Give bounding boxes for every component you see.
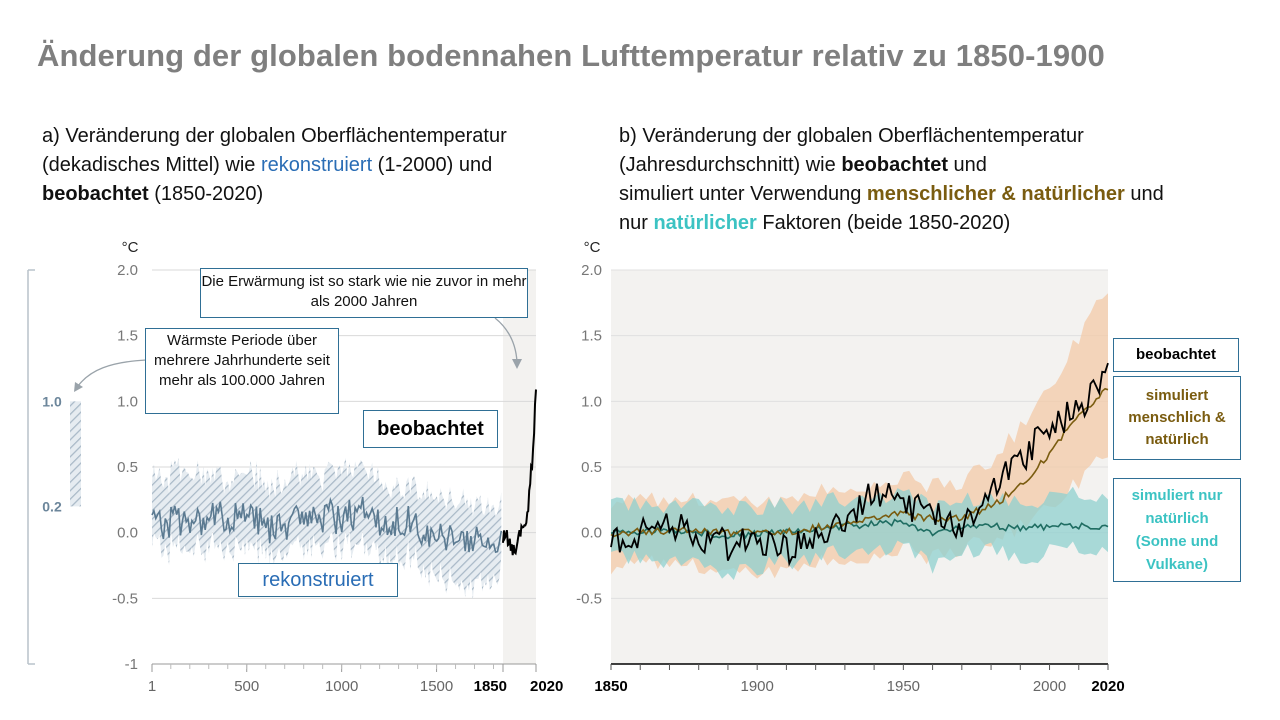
panel-b-y-tick-labels: 2.0 1.5 1.0 0.5 0.0 -0.5 xyxy=(576,262,602,607)
natural-line xyxy=(610,518,1109,540)
panel-b-x-tick-label: 1950 xyxy=(887,678,920,695)
panel-b-observed-line xyxy=(610,362,1109,567)
panel-a-x-tick-label: 1 xyxy=(148,678,156,695)
legend-human-natural: simuliert menschlich & natürlich xyxy=(1113,376,1241,460)
panel-b-subtitle-line2a: (Jahresdurchschnitt) wie xyxy=(619,154,842,176)
panel-b-y-tick-label: 0.5 xyxy=(581,459,602,476)
observed-label: beobachtet xyxy=(363,410,498,448)
panel-b-y-tick-label: 1.0 xyxy=(581,393,602,410)
panel-a-x-tick-label: 1850 xyxy=(474,678,507,695)
panel-a-x-tick-labels: 1 500 1000 1500 1850 2020 xyxy=(148,678,564,695)
panel-a-subtitle-part2: (1-2000) und xyxy=(372,154,493,176)
warmest-period-arrowhead xyxy=(74,382,83,392)
warmest-period-callout: Wärmste Periode über mehrere Jahrhundert… xyxy=(145,328,339,414)
panel-b-subtitle-line4a: nur xyxy=(619,212,654,234)
panel-b-subtitle-line3b: und xyxy=(1124,183,1164,205)
reconstructed-label: rekonstruiert xyxy=(238,563,398,597)
panel-a-y-tick-label: -1 xyxy=(125,656,138,673)
panel-a-y-tick-label: 1.0 xyxy=(117,393,138,410)
side-range-upper-label: 1.0 xyxy=(42,393,62,409)
panel-a-y-tick-label: 1.5 xyxy=(117,328,138,345)
panel-a-y-tick-label: 0.0 xyxy=(117,525,138,542)
panel-a-y-tick-label: 0.5 xyxy=(117,459,138,476)
legend-natural: simuliert nur natürlich (Sonne und Vulka… xyxy=(1113,478,1241,582)
panel-a-subtitle: a) Veränderung der globalen Oberflächent… xyxy=(42,122,602,209)
page-title: Änderung der globalen bodennahen Lufttem… xyxy=(37,38,1105,73)
panel-a-unit-label: °C xyxy=(122,239,139,256)
panel-b-x-tick-label: 1900 xyxy=(740,678,773,695)
panel-b-subtitle-line2b: und xyxy=(948,154,987,176)
panel-b-observed-word: beobachtet xyxy=(841,154,948,176)
panel-a-x-axis xyxy=(151,663,537,672)
reconstructed-band xyxy=(152,457,502,600)
panel-a-y-tick-labels: 2.0 1.5 1.0 0.5 0.0 -0.5 -1 xyxy=(112,262,138,673)
human-natural-line xyxy=(610,387,1109,538)
panel-a-y-tick-label: -0.5 xyxy=(112,590,138,607)
panel-a-chart: °C 2.01.51.00.50.0-0.5-1 1 500 1000 1500 185… xyxy=(27,239,564,695)
panel-a-reconstructed-word: rekonstruiert xyxy=(260,154,373,176)
warming-callout: Die Erwärmung ist so stark wie nie zuvor… xyxy=(200,268,528,318)
panel-b-subtitle: b) Veränderung der globalen Oberflächent… xyxy=(619,122,1259,238)
panel-b-chart: °C 2.0 1.5 1.0 0.5 0.0 -0.5 1850 1900 1950 2000 2… xyxy=(576,239,1125,695)
panel-a-y-tick-label: 2.0 xyxy=(117,262,138,279)
warming-arrowhead xyxy=(512,359,522,369)
panel-b-y-tick-label: 1.5 xyxy=(581,328,602,345)
panel-a-x-tick-label: 2020 xyxy=(530,678,563,695)
warming-arrow xyxy=(494,317,518,363)
panel-b-x-tick-labels: 1850 1900 1950 2000 2020 xyxy=(594,678,1124,695)
panel-b-subtitle-line1: b) Veränderung der globalen Oberflächent… xyxy=(619,125,1084,147)
panel-a-subtitle-part1: a) Veränderung der globalen Oberflächent… xyxy=(42,125,507,176)
panel-a-observed-line xyxy=(502,389,537,556)
side-range-lower-label: 0.2 xyxy=(42,498,62,514)
panel-b-unit-label: °C xyxy=(584,239,601,256)
panel-b-human-natural-word: menschlicher & natürlicher xyxy=(866,183,1125,205)
panel-b-x-axis xyxy=(610,663,1109,670)
panel-b-x-tick-label: 2000 xyxy=(1033,678,1066,695)
panel-a-subtitle-part3: (1850-2020) xyxy=(148,183,264,205)
panel-b-subtitle-line4b: Faktoren (beide 1850-2020) xyxy=(756,212,1011,234)
panel-b-y-tick-label: 0.0 xyxy=(581,525,602,542)
panel-a-observed-word: beobachtet xyxy=(42,183,149,205)
panel-b-y-tick-label: 2.0 xyxy=(581,262,602,279)
panel-b-y-tick-label: -0.5 xyxy=(576,590,602,607)
warmest-period-arrow xyxy=(77,359,147,387)
panel-b-subtitle-line3a: simuliert unter Verwendung xyxy=(619,183,867,205)
panel-a-x-tick-label: 1500 xyxy=(420,678,453,695)
panel-a-x-tick-label: 1000 xyxy=(325,678,358,695)
panel-b-x-tick-label: 2020 xyxy=(1091,678,1124,695)
legend-observed: beobachtet xyxy=(1113,338,1239,372)
reconstructed-line xyxy=(151,496,503,554)
panel-b-natural-word: natürlicher xyxy=(653,212,757,234)
panel-a-x-tick-label: 500 xyxy=(234,678,259,695)
panel-b-x-tick-label: 1850 xyxy=(594,678,627,695)
side-range-bar xyxy=(70,401,81,507)
